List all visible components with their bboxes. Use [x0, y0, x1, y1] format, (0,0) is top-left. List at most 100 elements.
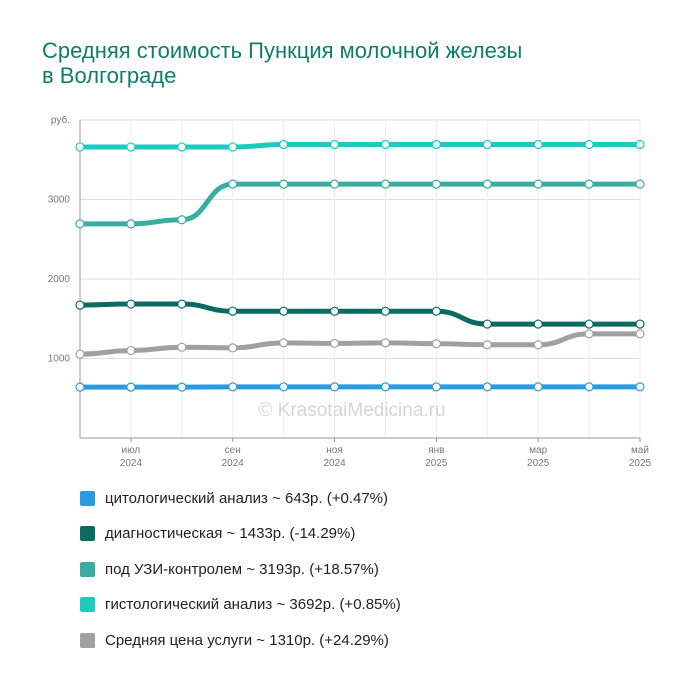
series-0-point	[380, 382, 391, 392]
series-2-point	[584, 179, 594, 189]
series-3-point	[329, 139, 340, 150]
series-4-point	[584, 329, 594, 339]
series-4-point	[75, 349, 85, 359]
series-0-point	[279, 382, 289, 392]
series-3-point	[380, 139, 391, 150]
legend-label: диагностическая ~ 1433р. (-14.29%)	[105, 525, 356, 542]
series-4-point	[329, 338, 340, 348]
legend-item-average-price[interactable]: Средняя цена услуги ~ 1310р. (+24.29%)	[80, 628, 640, 652]
x-tick-label-year: 2025	[629, 458, 652, 469]
series-4-point	[431, 339, 441, 349]
series-4-point	[279, 338, 289, 348]
series-2-point	[329, 179, 340, 189]
x-tick-label-month: июл	[122, 445, 141, 456]
series-3-point	[126, 142, 136, 152]
series-2-point	[279, 179, 289, 189]
y-unit-label: руб.	[51, 114, 70, 126]
series-2-point	[431, 179, 441, 189]
legend-swatch	[80, 597, 95, 612]
series-1-point	[635, 319, 645, 329]
chart-title: Средняя стоимость Пункция молочной желез…	[42, 38, 662, 88]
series-2-point	[635, 179, 645, 189]
legend-swatch	[80, 561, 95, 577]
x-tick-label-year: 2024	[323, 458, 346, 469]
chart-title-line-2: в Волгограде	[42, 63, 177, 88]
y-tick-label: 1000	[48, 354, 71, 365]
series-1-point	[482, 319, 492, 329]
x-tick-label-month: сен	[225, 445, 241, 456]
x-tick-label-year: 2025	[527, 458, 550, 469]
series-1-point	[126, 299, 136, 309]
series-0-point	[75, 382, 85, 392]
x-tick-label-month: май	[631, 445, 649, 456]
x-tick-label-month: мар	[529, 445, 547, 456]
series-3-point	[228, 142, 238, 152]
series-3-point	[482, 139, 492, 150]
series-2-point	[75, 219, 85, 229]
series-2-point	[177, 215, 187, 225]
series-1-point	[228, 306, 238, 316]
y-tick-label: 3000	[48, 195, 71, 206]
legend-label: под УЗИ-контролем ~ 3193р. (+18.57%)	[105, 560, 379, 578]
series-0-point	[635, 382, 645, 392]
series-0-point	[533, 382, 543, 392]
series-0-point	[329, 382, 340, 392]
series-3-point	[177, 142, 187, 152]
series-3-point	[584, 139, 594, 150]
x-tick-label-year: 2024	[120, 458, 143, 469]
series-4-point	[177, 342, 187, 352]
legend-swatch	[80, 526, 95, 541]
series-1-point	[584, 319, 594, 329]
series-4-point	[533, 340, 543, 350]
series-3-line	[77, 141, 643, 150]
series-4-point	[635, 329, 645, 339]
series-4-point	[126, 345, 136, 356]
legend-item-diagnostic[interactable]: диагностическая ~ 1433р. (-14.29%)	[80, 522, 640, 546]
series-1-point	[75, 300, 85, 310]
chart-title-line-1: Средняя стоимость Пункция молочной желез…	[42, 38, 523, 63]
series-1-point	[177, 299, 187, 309]
series-1-point	[329, 306, 340, 316]
watermark: © KrasotaiMedicina.ru	[258, 400, 445, 421]
legend-label: Средняя цена услуги ~ 1310р. (+24.29%)	[105, 631, 389, 649]
series-4-point	[482, 340, 492, 350]
series-4-point	[228, 343, 238, 353]
series-1-line	[77, 301, 643, 327]
series-2-point	[533, 179, 543, 189]
series-0-point	[431, 382, 441, 392]
x-tick-label-year: 2024	[222, 458, 245, 469]
legend-item-cytology[interactable]: цитологический анализ ~ 643р. (+0.47%)	[80, 486, 640, 510]
chart-legend: цитологический анализ ~ 643р. (+0.47%) д…	[80, 486, 640, 664]
series-1-point	[431, 306, 441, 316]
series-1-point	[533, 319, 543, 329]
series-3-point	[75, 142, 85, 152]
series-3-point	[533, 139, 543, 150]
series-2-point	[126, 219, 136, 229]
series-2-line	[77, 181, 643, 227]
series-0-point	[482, 382, 492, 392]
series-0-point	[126, 382, 136, 392]
series-3-point	[431, 139, 441, 150]
series-4-line	[77, 331, 643, 357]
series-2-point	[482, 179, 492, 189]
series-0-point	[177, 382, 187, 392]
series-3-point	[279, 139, 289, 150]
x-tick-label-year: 2025	[425, 458, 448, 469]
series-1-point	[279, 306, 289, 316]
series-4-point	[380, 338, 391, 348]
series-2-point	[228, 179, 238, 189]
legend-item-histology[interactable]: гистологический анализ ~ 3692р. (+0.85%)	[80, 593, 640, 617]
legend-swatch	[80, 632, 95, 648]
legend-item-ultrasound-guided[interactable]: под УЗИ-контролем ~ 3193р. (+18.57%)	[80, 557, 640, 581]
y-tick-label: 2000	[48, 274, 71, 285]
series-3-point	[635, 139, 645, 150]
series-0-point	[228, 382, 238, 392]
series-1-point	[380, 306, 391, 316]
legend-label: цитологический анализ ~ 643р. (+0.47%)	[105, 489, 389, 507]
series-2-point	[380, 179, 391, 189]
x-tick-label-month: ноя	[326, 445, 343, 456]
x-tick-label-month: янв	[428, 445, 444, 456]
legend-swatch	[80, 490, 95, 506]
legend-label: гистологический анализ ~ 3692р. (+0.85%)	[105, 596, 401, 613]
line-chart: 1000 2000 3000 руб. июл 2024 сен 2024 ноя 2024 янв…	[48, 114, 652, 469]
